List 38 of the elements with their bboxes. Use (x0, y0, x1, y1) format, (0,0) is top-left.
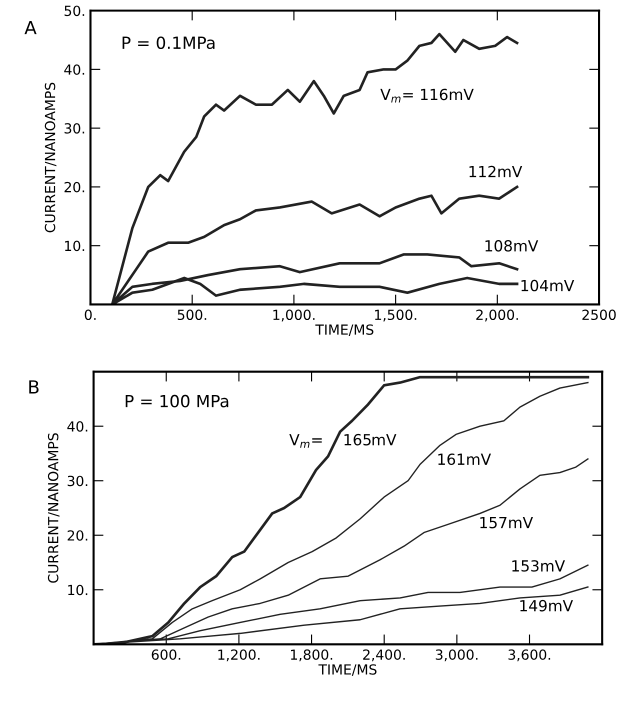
series-label: 161mV (438, 453, 491, 466)
x-tick-label: 2,400. (363, 649, 405, 662)
x-tick-label: 1,000. (273, 310, 314, 322)
annotation: P = 100 MPa (126, 394, 228, 408)
series-label: 149mV (520, 600, 573, 612)
y-tick-label: 50. (64, 6, 84, 16)
y-tick-label: 10. (68, 584, 88, 596)
annotation: P = 0.1MPa (122, 36, 214, 50)
y-tick-label: 40. (64, 64, 84, 75)
x-tick-label: 1,200. (218, 649, 260, 662)
y-tick-label: 20. (64, 182, 84, 192)
x-axis-title: TIME/MS (315, 324, 374, 336)
x-axis-title: TIME/MS (318, 664, 377, 676)
x-tick-label: 0. (84, 310, 96, 320)
y-tick-label: 10. (65, 240, 84, 252)
y-axis-title: CURRENT/NANOAMPS (48, 433, 60, 583)
y-tick-label: 20. (68, 530, 88, 541)
x-tick-label: 600. (152, 649, 180, 660)
x-tick-label: 3,600. (508, 649, 550, 662)
series-label: 112mV (469, 166, 522, 178)
series-label: 153mV (512, 560, 565, 572)
series-label: V$_{m}$= 165mV (289, 434, 396, 448)
y-tick-label: 30. (64, 123, 84, 134)
x-tick-label: 500. (178, 310, 206, 320)
y-tick-label: 40. (67, 421, 88, 432)
chart-title: B (29, 380, 39, 394)
y-tick-label: 30. (68, 476, 88, 486)
series-label: V$_{m}$= 116mV (380, 88, 474, 103)
x-tick-label: 1,800. (290, 649, 332, 662)
x-tick-label: 2,000. (476, 310, 518, 322)
chart-title: A (24, 20, 37, 34)
y-axis-title: CURRENT/NANOAMPS (44, 82, 56, 232)
series-label: 108mV (485, 240, 538, 252)
x-tick-label: 1,500. (375, 310, 416, 322)
x-tick-label: 2500 (582, 310, 616, 320)
series-label: 157mV (480, 517, 533, 528)
x-tick-label: 3,000. (436, 649, 478, 662)
series-label: 104mV (521, 280, 574, 292)
